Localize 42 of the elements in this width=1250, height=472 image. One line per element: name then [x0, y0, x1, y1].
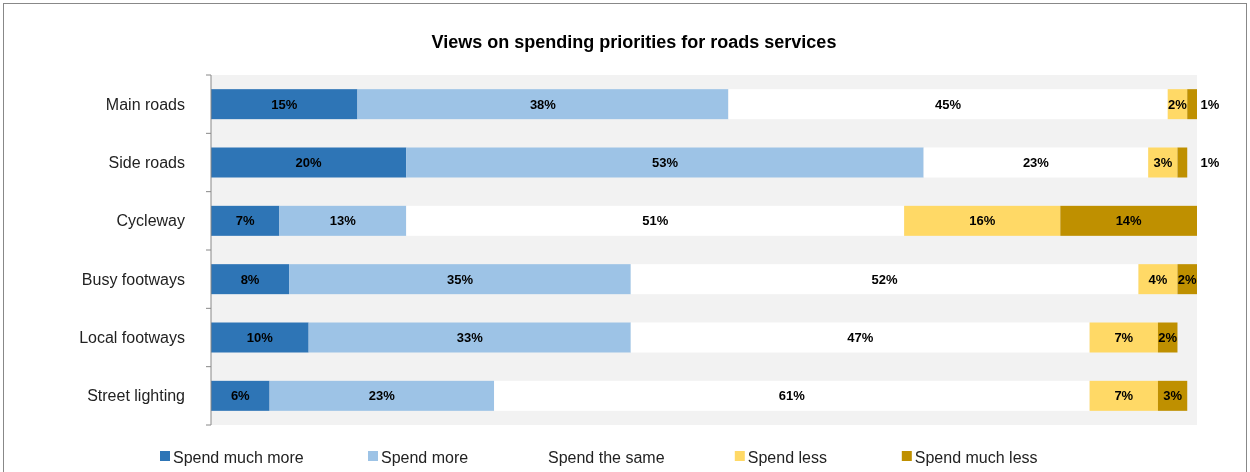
y-tick-label: Cycleway	[116, 212, 185, 230]
legend-label: Spend less	[747, 448, 827, 466]
data-label: 33%	[456, 330, 484, 346]
data-label: 23%	[368, 388, 396, 404]
data-label: 7%	[1114, 388, 1134, 404]
data-label: 51%	[642, 213, 669, 229]
data-label: 8%	[240, 271, 260, 287]
data-label: 14%	[1115, 213, 1143, 229]
data-label: 3%	[1163, 388, 1183, 404]
data-label: 20%	[295, 155, 323, 171]
data-label: 7%	[235, 213, 255, 229]
data-label: 2%	[1168, 96, 1188, 112]
data-label: 47%	[847, 330, 874, 346]
legend-label: Spend much more	[173, 448, 304, 466]
data-label: 52%	[871, 271, 899, 287]
y-tick-label: Main roads	[105, 95, 185, 113]
y-tick-label: Side roads	[108, 154, 185, 172]
text: Spend the same	[548, 448, 665, 466]
chart-title: Views on spending priorities for roads services	[431, 32, 837, 53]
data-label: 38%	[529, 96, 557, 112]
y-tick-label: Local footways	[79, 329, 185, 347]
y-tick-label: Busy footways	[81, 270, 185, 288]
data-label: 2%	[1158, 330, 1178, 346]
data-label: 53%	[651, 155, 679, 171]
data-label: 1%	[1200, 155, 1220, 171]
data-label: 15%	[271, 96, 298, 112]
data-label: 3%	[1153, 155, 1173, 171]
data-label: 4%	[1148, 271, 1168, 287]
y-tick-label: Street lighting	[87, 387, 185, 405]
legend-label: Spend more	[381, 448, 469, 466]
data-label: 45%	[935, 96, 962, 112]
data-label: 23%	[1022, 155, 1050, 171]
data-label: 13%	[329, 213, 357, 229]
data-label: 35%	[446, 271, 474, 287]
data-label: 16%	[969, 213, 996, 229]
legend-label: Spend much less	[914, 448, 1038, 466]
data-label: 10%	[246, 330, 274, 346]
data-label: 2%	[1177, 271, 1198, 287]
data-label: 6%	[230, 388, 251, 404]
data-label: 7%	[1114, 330, 1134, 346]
data-label: 61%	[778, 388, 806, 404]
data-label: 1%	[1200, 96, 1220, 112]
